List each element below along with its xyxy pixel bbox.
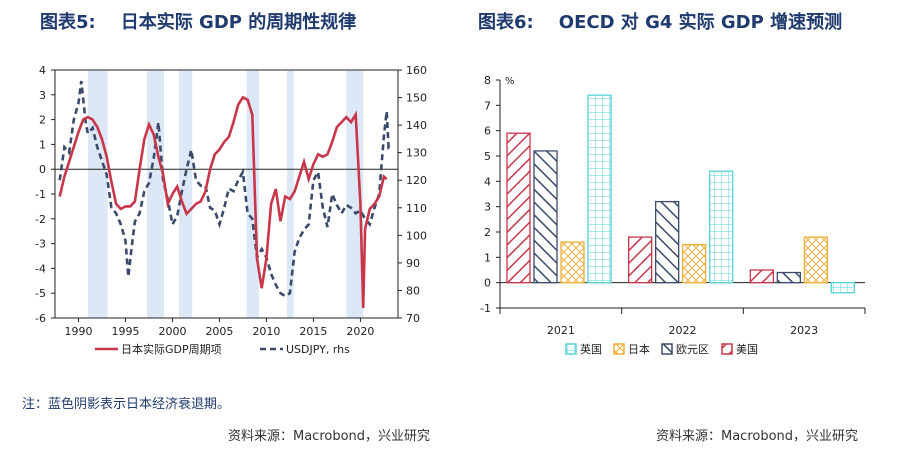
- y2-tick-label: 80: [406, 284, 420, 297]
- bar-日本-2023: [803, 236, 828, 284]
- recession-band-0: [87, 70, 108, 318]
- legend-swatch-欧元区: [661, 343, 673, 355]
- bar-欧元区-2022: [655, 200, 680, 284]
- y-tick-label: -4: [35, 262, 46, 275]
- left-chart-title: 图表5: 日本实际 GDP 的周期性规律: [40, 12, 357, 33]
- bar-欧元区-2021: [533, 150, 558, 284]
- bar-英国-2022: [709, 170, 734, 284]
- legend-label-美国: 美国: [736, 343, 758, 356]
- x-tick-label: 2015: [299, 325, 327, 338]
- legend-gdp-label: 日本实际GDP周期项: [121, 342, 222, 356]
- recession-band-3: [246, 70, 259, 318]
- x-category-label: 2022: [669, 324, 697, 337]
- bar-美国-2021: [506, 132, 531, 284]
- recession-note: 注：蓝色阴影表示日本经济衰退期。: [22, 397, 231, 412]
- recession-band-2: [179, 70, 193, 318]
- legend-swatch-日本: [613, 343, 625, 355]
- gdp-cycle-line: [58, 95, 388, 309]
- recession-band-1: [147, 70, 165, 318]
- y2-tick-label: 160: [406, 64, 427, 77]
- legend-label-英国: 英国: [580, 342, 602, 356]
- y-tick-label: 5: [484, 150, 491, 163]
- y2-tick-label: 100: [406, 229, 427, 242]
- y-tick-label: 8: [484, 74, 491, 87]
- bar-日本-2021: [560, 241, 585, 284]
- y2-tick-label: 140: [406, 119, 427, 132]
- y-tick-label: 7: [484, 99, 491, 112]
- y-tick-label: 3: [484, 201, 491, 214]
- bar-美国-2022: [628, 236, 653, 284]
- x-tick-label: 1995: [111, 325, 139, 338]
- y-tick-label: 1: [39, 138, 46, 151]
- y-tick-label: 6: [484, 125, 491, 138]
- y-tick-label: -3: [35, 238, 46, 251]
- x-tick-label: 2010: [252, 325, 280, 338]
- x-category-label: 2023: [790, 324, 818, 337]
- bar-英国-2023: [830, 282, 855, 294]
- y2-tick-label: 150: [406, 92, 427, 105]
- right-chart: -1 0 1 2 3 4 5 6 7 8 % 2021 2022 2023 英国 日本 欧元区 美国: [480, 74, 866, 356]
- y-tick-label: -2: [35, 213, 46, 226]
- right-chart-title: 图表6: OECD 对 G4 实际 GDP 增速预测: [478, 12, 843, 33]
- y-tick-label: 4: [39, 64, 46, 77]
- y-tick-label: 3: [39, 89, 46, 102]
- y-tick-label: 2: [484, 226, 491, 239]
- legend-label-欧元区: 欧元区: [676, 343, 709, 356]
- y2-tick-label: 70: [406, 312, 420, 325]
- legend-swatch-英国: [565, 343, 577, 355]
- y-tick-label: -1: [35, 188, 46, 201]
- x-tick-label: 2000: [158, 325, 186, 338]
- recession-band-4: [287, 70, 294, 318]
- x-category-label: 2021: [547, 324, 575, 337]
- bar-欧元区-2023: [776, 271, 801, 284]
- left-chart: -6 -5 -4 -3 -2 -1 0 1 2 3 4 70 80 90 100 110 120 130 140 15…: [35, 64, 427, 356]
- bar-美国-2023: [749, 269, 774, 284]
- y-tick-label: 0: [39, 163, 46, 176]
- y2-tick-label: 110: [406, 202, 427, 215]
- y-tick-label: -1: [480, 302, 491, 315]
- y-tick-label: -5: [35, 287, 46, 300]
- legend-fx-label: USDJPY, rhs: [286, 343, 350, 356]
- right-source: 资料来源：Macrobond，兴业研究: [656, 429, 859, 444]
- y2-tick-label: 90: [406, 257, 420, 270]
- y-tick-label: 0: [484, 277, 491, 290]
- left-source: 资料来源：Macrobond，兴业研究: [228, 429, 431, 444]
- usdjpy-line: [58, 80, 393, 298]
- recession-band-5: [346, 70, 364, 318]
- legend-label-日本: 日本: [628, 342, 650, 356]
- bar-英国-2021: [587, 94, 612, 284]
- unit-label: %: [505, 76, 515, 87]
- y-tick-label: 1: [484, 251, 491, 264]
- y-tick-label: 2: [39, 114, 46, 127]
- x-tick-label: 2020: [346, 325, 374, 338]
- bar-日本-2022: [682, 244, 707, 284]
- y2-tick-label: 120: [406, 174, 427, 187]
- y-tick-label: -6: [35, 312, 46, 325]
- x-tick-label: 2005: [205, 325, 233, 338]
- legend-swatch-美国: [721, 343, 733, 355]
- y2-tick-label: 130: [406, 147, 427, 160]
- x-tick-label: 1990: [64, 325, 92, 338]
- y-tick-label: 4: [484, 175, 491, 188]
